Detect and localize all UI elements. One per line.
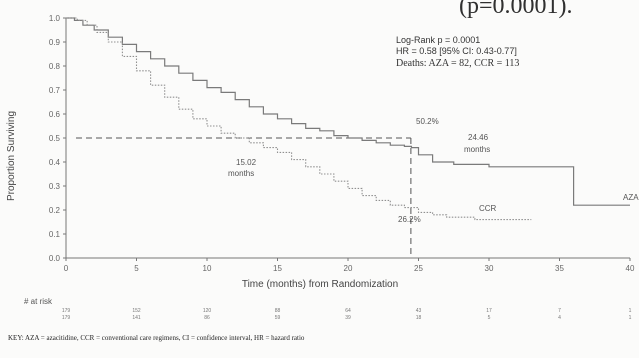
risk-bottom-0: 179 <box>62 315 71 321</box>
y-tick-label-7: 0.7 <box>49 86 61 95</box>
y-tick-label-0: 0.0 <box>49 254 61 263</box>
x-tick-label-7: 35 <box>555 264 564 273</box>
risk-top-6: 17 <box>486 308 492 314</box>
x-tick-label-3: 15 <box>273 264 282 273</box>
risk-top-7: 7 <box>558 308 561 314</box>
deaths-label: Deaths: AZA = 82, CCR = 113 <box>396 58 519 69</box>
lower-percentage: 26.2% <box>398 215 421 224</box>
hazard-ratio-label: HR = 0.58 [95% CI: 0.43-0.77] <box>396 46 517 56</box>
median-left-unit: months <box>228 169 254 178</box>
risk-bottom-8: 1 <box>629 315 632 321</box>
median-right-value: 24.46 <box>468 133 489 142</box>
risk-bottom-1: 141 <box>132 315 141 321</box>
y-tick-label-3: 0.3 <box>49 182 61 191</box>
y-tick-label-1: 0.1 <box>49 230 61 239</box>
y-tick-label-9: 0.9 <box>49 38 61 47</box>
risk-table-label: # at risk <box>24 297 53 306</box>
x-tick-label-6: 30 <box>485 264 494 273</box>
risk-top-2: 120 <box>203 308 212 314</box>
y-axis-label: Proportion Surviving <box>6 111 17 201</box>
median-right-unit: months <box>464 145 490 154</box>
log-rank-label: Log-Rank p = 0.0001 <box>396 35 480 45</box>
risk-top-8: 1 <box>629 308 632 314</box>
risk-bottom-5: 18 <box>416 315 422 321</box>
risk-bottom-4: 39 <box>345 315 351 321</box>
y-tick-label-6: 0.6 <box>49 110 61 119</box>
risk-top-4: 64 <box>345 308 351 314</box>
risk-bottom-2: 86 <box>204 315 210 321</box>
x-tick-label-2: 10 <box>203 264 212 273</box>
x-axis-label: Time (months) from Randomization <box>242 279 398 290</box>
risk-bottom-6: 5 <box>488 315 491 321</box>
risk-bottom-7: 4 <box>558 315 561 321</box>
y-tick-label-8: 0.8 <box>49 62 61 71</box>
y-tick-label-2: 0.2 <box>49 206 61 215</box>
risk-top-0: 179 <box>62 308 71 314</box>
risk-top-1: 152 <box>132 308 141 314</box>
x-tick-label-4: 20 <box>344 264 353 273</box>
risk-top-3: 88 <box>275 308 281 314</box>
survival-curve-aza <box>66 17 630 206</box>
key-footnote: KEY: AZA = azacitidine, CCR = convention… <box>8 334 305 342</box>
median-left-value: 15.02 <box>236 158 257 167</box>
risk-top-5: 43 <box>416 308 422 314</box>
y-tick-label-4: 0.4 <box>49 158 61 167</box>
stats-box: Log-Rank p = 0.0001 HR = 0.58 [95% CI: 0… <box>396 35 519 69</box>
y-tick-label-10: 1.0 <box>49 14 61 23</box>
cut-header: (p=0.0001). <box>459 0 573 19</box>
right-end-label: AZA <box>623 193 639 202</box>
top-percentage: 50.2% <box>416 117 439 126</box>
lower-mid-label: CCR <box>479 204 497 213</box>
x-tick-label-8: 40 <box>626 264 635 273</box>
x-tick-label-1: 5 <box>134 264 139 273</box>
risk-bottom-3: 59 <box>275 315 281 321</box>
x-tick-label-5: 25 <box>414 264 423 273</box>
x-tick-label-0: 0 <box>64 264 69 273</box>
y-tick-label-5: 0.5 <box>49 134 61 143</box>
